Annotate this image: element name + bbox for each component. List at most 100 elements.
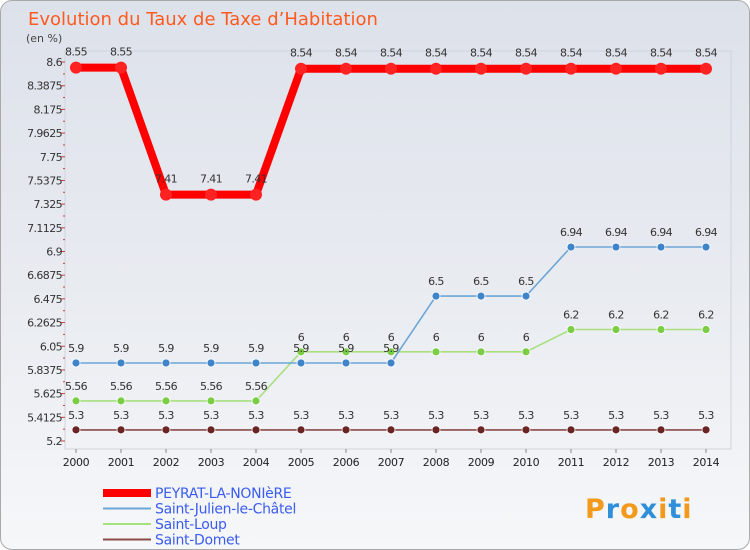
data-point: [701, 325, 711, 334]
y-tick-label: 7.1125: [27, 222, 62, 235]
logo-letter: o: [620, 494, 640, 525]
data-point: [341, 347, 351, 357]
x-tick-label: 2000: [63, 456, 90, 469]
data-point: [341, 358, 351, 368]
data-labels: 5.3 5.3 5.3 5.3 5.3 5.3 5.3 5.3 5.3 5.3 5.3 5.3 5.3 5…: [65, 46, 718, 422]
data-label: 8.54: [650, 47, 673, 60]
data-label: 5.3: [698, 409, 714, 422]
data-label: 6.5: [473, 275, 489, 288]
data-point: [386, 347, 396, 357]
data-point: [71, 396, 81, 406]
data-point: [386, 358, 396, 368]
data-label: 8.54: [560, 47, 583, 60]
data-point: [296, 358, 306, 368]
data-label: 5.9: [293, 342, 309, 355]
data-label: 6.5: [518, 275, 534, 288]
x-tick-label: 2004: [243, 456, 270, 469]
data-label: 8.55: [110, 46, 133, 59]
y-tick-label: 5.2: [46, 435, 62, 448]
data-point: [71, 358, 81, 368]
data-label: 5.3: [518, 409, 534, 422]
data-point: [611, 242, 621, 252]
data-point: [566, 325, 576, 334]
logo-letter: t: [668, 494, 682, 525]
data-label: 5.3: [113, 409, 129, 422]
y-tick-label: 7.325: [34, 198, 63, 211]
data-label: 8.55: [65, 46, 88, 59]
data-label: 5.3: [653, 409, 669, 422]
data-point: [251, 425, 261, 435]
data-point: [476, 425, 486, 435]
data-point: [431, 291, 441, 301]
y-tick-label: 8.3875: [27, 80, 62, 93]
y-tick-label: 6.6875: [27, 269, 62, 282]
legend-label: PEYRAT-LA-NONIèRE: [155, 486, 291, 502]
data-label: 5.3: [158, 409, 174, 422]
data-point: [251, 358, 261, 368]
data-label: 8.54: [470, 47, 493, 60]
logo-letter: r: [606, 494, 620, 525]
data-point: [206, 396, 216, 406]
data-label: 6: [298, 331, 305, 344]
data-point: [160, 188, 172, 201]
plot-border: [64, 50, 732, 450]
data-point: [116, 396, 126, 406]
data-point: [206, 358, 216, 368]
x-tick-label: 2014: [693, 456, 720, 469]
data-label: 8.54: [425, 47, 448, 60]
data-point: [700, 62, 712, 75]
data-label: 8.54: [605, 47, 628, 60]
y-axis-unit: (en %): [26, 32, 62, 45]
data-label: 7.41: [245, 173, 267, 186]
data-point: [161, 358, 171, 368]
data-point: [521, 425, 531, 435]
x-tick-label: 2003: [198, 456, 225, 469]
data-point: [521, 291, 531, 301]
data-label: 5.56: [200, 380, 223, 393]
data-label: 6.2: [653, 309, 669, 322]
x-tick-label: 2006: [333, 456, 360, 469]
series-layer: [70, 61, 712, 435]
data-label: 6.94: [605, 226, 628, 239]
data-point: [296, 425, 306, 435]
data-point: [611, 425, 621, 435]
y-tick-label: 5.8375: [27, 364, 62, 377]
data-label: 5.56: [245, 380, 268, 393]
data-point: [340, 62, 352, 75]
data-label: 6.94: [650, 226, 673, 239]
data-label: 6.2: [608, 309, 624, 322]
data-label: 5.3: [383, 409, 399, 422]
data-point: [70, 61, 82, 74]
data-point: [161, 396, 171, 406]
data-label: 5.3: [608, 409, 624, 422]
data-label: 5.56: [110, 380, 133, 393]
data-label: 5.9: [203, 342, 219, 355]
legend-label: Saint-Julien-le-Châtel: [155, 502, 296, 518]
y-tick-label: 7.75: [40, 151, 63, 164]
data-label: 8.54: [335, 47, 358, 60]
data-point: [161, 425, 171, 435]
data-label: 6: [433, 331, 440, 344]
y-tick-label: 6.475: [34, 293, 63, 306]
data-label: 5.9: [338, 342, 354, 355]
y-tick-label: 5.625: [34, 388, 63, 401]
data-label: 6.94: [695, 226, 718, 239]
y-tick-label: 6.05: [40, 340, 63, 353]
logo-letter: i: [682, 494, 692, 525]
data-label: 6.94: [560, 226, 583, 239]
data-point: [430, 62, 442, 75]
y-tick-label: 6.2625: [27, 317, 62, 330]
data-label: 8.54: [380, 47, 403, 60]
y-tick-label: 7.5375: [27, 174, 62, 187]
data-point: [656, 325, 666, 334]
x-tick-label: 2008: [423, 456, 450, 469]
data-point: [250, 188, 262, 201]
data-point: [521, 347, 531, 357]
data-label: 5.3: [293, 409, 309, 422]
data-label: 5.9: [68, 342, 84, 355]
data-point: [296, 347, 306, 357]
y-tick-label: 6.9: [46, 246, 62, 259]
data-label: 5.9: [248, 342, 264, 355]
data-point: [341, 425, 351, 435]
data-label: 5.3: [338, 409, 354, 422]
